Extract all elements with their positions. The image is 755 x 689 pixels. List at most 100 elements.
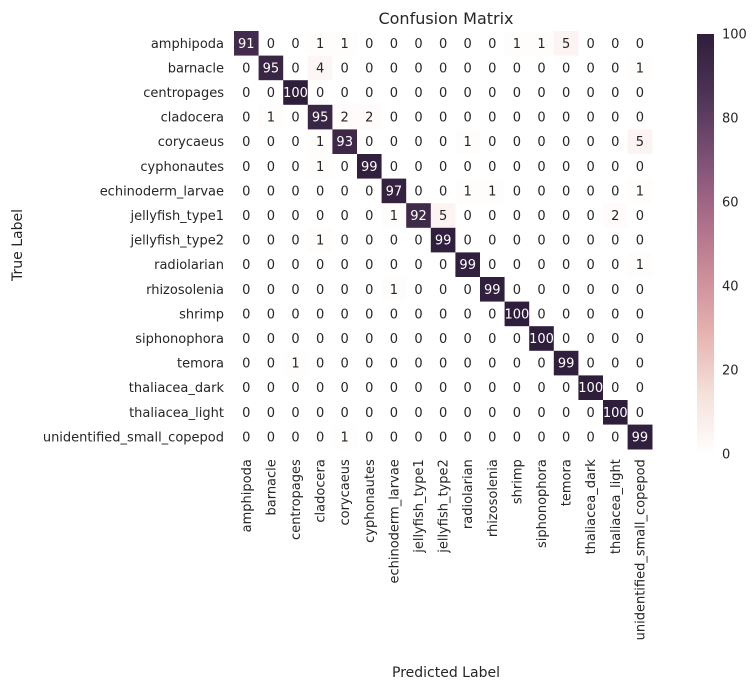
heatmap-cell	[234, 203, 259, 229]
cell-annotation: 0	[242, 135, 250, 150]
heatmap-cell	[578, 154, 604, 179]
cell-annotation: 0	[562, 381, 570, 396]
cell-annotation: 0	[587, 37, 595, 52]
cell-annotation: 0	[414, 61, 422, 76]
cell-annotation: 0	[341, 283, 349, 298]
heatmap-cell	[307, 55, 333, 81]
heatmap-cell	[234, 55, 259, 81]
cell-annotation: 0	[365, 307, 373, 322]
heatmap-cell	[406, 400, 432, 425]
cell-annotation: 0	[488, 307, 496, 322]
cell-annotation: 0	[562, 283, 570, 298]
heatmap-cell	[529, 252, 555, 278]
cell-annotation: 0	[341, 209, 349, 224]
heatmap-cell	[504, 424, 530, 450]
heatmap-cell	[307, 227, 333, 253]
heatmap-cell	[258, 277, 284, 302]
heatmap-cell	[283, 375, 309, 401]
cell-annotation: 0	[291, 307, 299, 322]
heatmap-cell	[455, 203, 481, 229]
heatmap-cell	[553, 301, 579, 327]
heatmap-cell	[529, 350, 555, 376]
cell-annotation: 0	[513, 86, 521, 101]
cell-annotation: 0	[488, 357, 496, 372]
cell-annotation: 0	[587, 258, 595, 273]
colorbar-tick-label: 20	[722, 364, 739, 379]
heatmap-cell	[578, 375, 604, 401]
heatmap-cell	[332, 252, 358, 278]
cell-annotation: 0	[390, 111, 398, 126]
heatmap-cell	[234, 326, 259, 352]
cell-annotation: 0	[365, 430, 373, 445]
y-tick-label: corycaeus	[158, 135, 224, 150]
heatmap-cell	[504, 129, 530, 155]
cell-annotation: 97	[386, 184, 403, 199]
heatmap-cell	[234, 154, 259, 179]
heatmap-cell	[553, 31, 579, 56]
cell-annotation: 0	[242, 258, 250, 273]
heatmap-cell	[578, 277, 604, 302]
cell-annotation: 0	[316, 357, 324, 372]
x-tick-label: thaliacea_dark	[584, 459, 599, 555]
heatmap-cell	[332, 178, 358, 204]
heatmap-cell	[504, 31, 530, 56]
cell-annotation: 0	[562, 430, 570, 445]
cell-annotation: 0	[414, 160, 422, 175]
heatmap-cell	[578, 350, 604, 376]
x-axis-label: Predicted Label	[392, 665, 500, 681]
cell-annotation: 0	[636, 307, 644, 322]
cell-annotation: 0	[316, 283, 324, 298]
cell-annotation: 1	[636, 258, 644, 273]
heatmap-cell	[504, 55, 530, 81]
cell-annotation: 0	[390, 332, 398, 347]
cell-annotation: 0	[365, 406, 373, 421]
heatmap-cell	[307, 326, 333, 352]
cell-annotation: 0	[414, 283, 422, 298]
heatmap-cell	[332, 277, 358, 302]
cell-annotation: 0	[562, 209, 570, 224]
cell-annotation: 100	[603, 406, 628, 421]
cell-annotation: 2	[341, 111, 349, 126]
heatmap-cell	[578, 31, 604, 56]
chart-title: Confusion Matrix	[378, 9, 513, 28]
heatmap-cell	[504, 277, 530, 302]
cell-annotation: 0	[611, 111, 619, 126]
cell-annotation: 0	[439, 307, 447, 322]
cell-annotation: 0	[316, 430, 324, 445]
heatmap-cell	[332, 80, 358, 106]
cell-annotation: 0	[611, 184, 619, 199]
heatmap-cell	[430, 326, 456, 352]
cell-annotation: 0	[365, 283, 373, 298]
cell-annotation: 0	[513, 184, 521, 199]
heatmap-cell	[603, 326, 628, 352]
heatmap-cell	[430, 203, 456, 229]
cell-annotation: 0	[513, 258, 521, 273]
heatmap-cell	[455, 227, 481, 253]
cell-annotation: 0	[414, 184, 422, 199]
cell-annotation: 0	[414, 430, 422, 445]
heatmap-cell	[357, 301, 382, 327]
heatmap-cell	[627, 178, 653, 204]
cell-annotation: 0	[488, 37, 496, 52]
heatmap-cell	[234, 129, 259, 155]
cell-annotation: 0	[267, 160, 275, 175]
cell-annotation: 0	[242, 160, 250, 175]
heatmap-cell	[578, 129, 604, 155]
heatmap-cell	[283, 301, 309, 327]
heatmap-cell	[307, 424, 333, 450]
heatmap-cell	[357, 424, 382, 450]
cell-annotation: 0	[267, 283, 275, 298]
heatmap-cell	[332, 55, 358, 81]
cell-annotation: 0	[513, 135, 521, 150]
cell-annotation: 0	[267, 307, 275, 322]
x-tick-label: rhizosolenia	[486, 459, 501, 537]
heatmap-cell	[406, 252, 432, 278]
cell-annotation: 2	[365, 111, 373, 126]
x-tick-label: jellyfish_type2	[437, 459, 452, 554]
cell-annotation: 0	[291, 37, 299, 52]
cell-annotation: 0	[267, 234, 275, 249]
cell-annotation: 0	[414, 307, 422, 322]
heatmap-cell	[234, 31, 259, 56]
heatmap-cell	[529, 400, 555, 425]
heatmap-cell	[480, 326, 505, 352]
